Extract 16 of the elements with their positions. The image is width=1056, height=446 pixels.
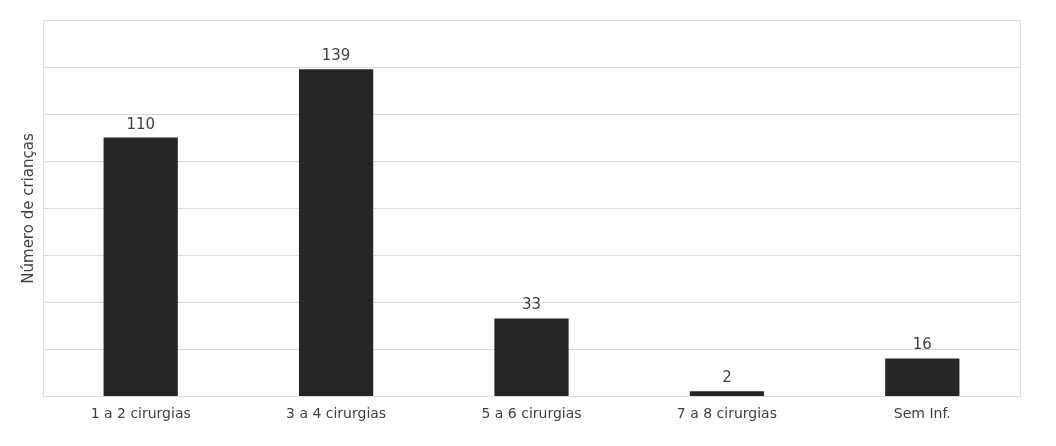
bar	[298, 69, 374, 396]
data-label: 2	[722, 368, 732, 387]
data-label: 139	[321, 46, 351, 65]
bar	[103, 137, 178, 396]
x-tick-label: 1 a 2 cirurgias	[90, 404, 191, 421]
x-tick-label: 7 a 8 cirurgias	[676, 404, 777, 421]
bar	[885, 358, 960, 396]
data-label: 110	[126, 114, 156, 133]
data-label: 16	[912, 335, 932, 354]
x-tick-label: Sem Inf.	[893, 404, 951, 421]
y-axis-title: Número de crianças	[18, 133, 37, 284]
x-tick-label: 5 a 6 cirurgias	[481, 404, 582, 421]
bar	[494, 318, 569, 396]
x-tick-label: 3 a 4 cirurgias	[286, 404, 387, 421]
bar	[689, 391, 765, 396]
data-label: 33	[521, 295, 542, 314]
